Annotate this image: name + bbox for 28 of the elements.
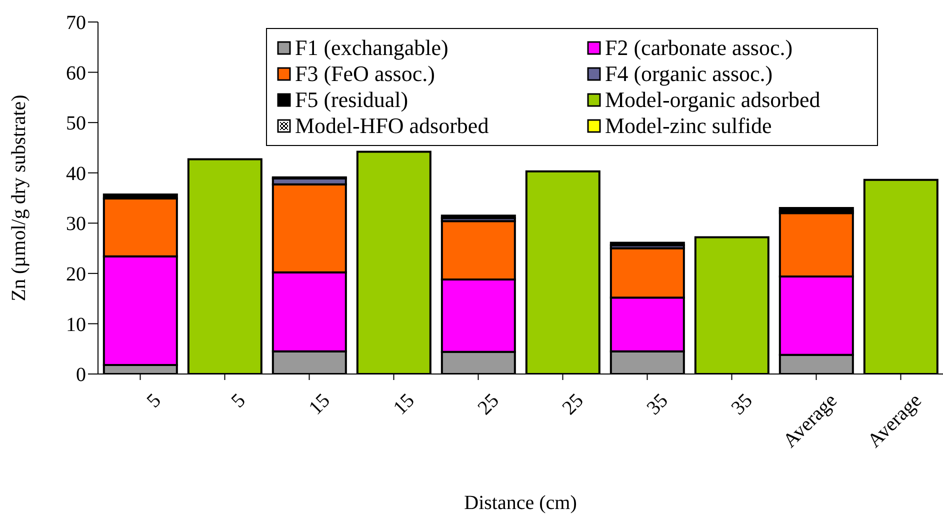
y-tick-label: 40 bbox=[66, 162, 86, 185]
x-tick-label: 5 bbox=[227, 390, 250, 412]
bar bbox=[440, 214, 516, 220]
y-tick-label: 50 bbox=[66, 112, 86, 135]
bar bbox=[610, 242, 685, 246]
y-tick-label: 70 bbox=[66, 12, 86, 34]
x-axis-title: Distance (cm) bbox=[464, 492, 577, 514]
y-tick-label: 30 bbox=[66, 213, 86, 236]
x-tick-label: 15 bbox=[389, 390, 419, 420]
legend-label: Model-HFO adsorbed bbox=[295, 113, 489, 139]
legend-label: Model-organic adsorbed bbox=[605, 87, 820, 113]
y-tick-label: 60 bbox=[66, 62, 86, 84]
legend-label: F2 (carbonate assoc.) bbox=[605, 35, 793, 61]
x-tick-label: 25 bbox=[558, 390, 588, 420]
legend-label: Model-zinc sulfide bbox=[605, 113, 772, 139]
legend-label: F5 (residual) bbox=[295, 87, 408, 113]
x-tick-label: 35 bbox=[642, 390, 672, 420]
y-tick-label: 20 bbox=[66, 264, 86, 286]
legend-label: F3 (FeO assoc.) bbox=[295, 61, 435, 87]
x-tick-label: 25 bbox=[474, 390, 504, 420]
legend-label: F1 (exchangable) bbox=[295, 35, 448, 61]
x-tick-label: 15 bbox=[304, 390, 334, 420]
legend-label: F4 (organic assoc.) bbox=[605, 61, 773, 87]
x-tick-label: 35 bbox=[727, 390, 757, 420]
y-tick-label: 10 bbox=[66, 314, 86, 336]
y-tick-label: 0 bbox=[76, 364, 86, 386]
y-axis-title: Zn (µmol/g dry substrate) bbox=[8, 94, 30, 302]
x-tick-label: 5 bbox=[142, 390, 166, 412]
